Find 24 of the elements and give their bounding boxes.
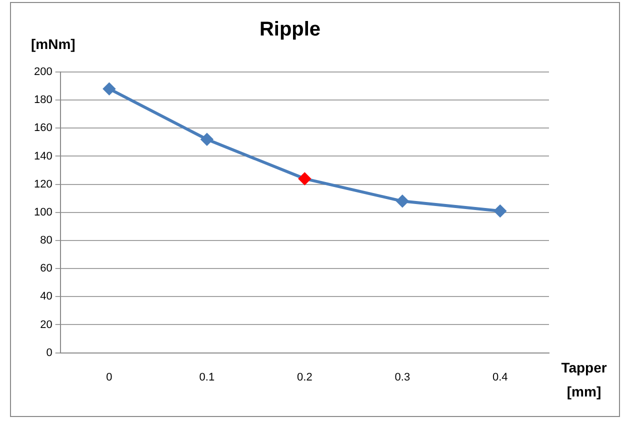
y-tick-label: 100 bbox=[34, 206, 52, 218]
point bbox=[103, 82, 116, 95]
y-tick-label: 140 bbox=[34, 150, 52, 162]
y-tick-label: 0 bbox=[46, 346, 52, 359]
x-tick-label: 0.2 bbox=[297, 371, 312, 384]
x-tick-label: 0.1 bbox=[199, 371, 215, 384]
point bbox=[494, 204, 506, 217]
y-axis-title: [mNm] bbox=[31, 36, 76, 52]
x-tick-label: 0.3 bbox=[394, 371, 410, 384]
y-tick-label: 200 bbox=[34, 66, 52, 78]
x-tick-label: 0.4 bbox=[492, 371, 508, 384]
point bbox=[200, 133, 213, 146]
y-tick-label: 160 bbox=[34, 122, 52, 134]
x-axis-title: Tapper [mm] bbox=[561, 360, 608, 400]
y-tick-label: 180 bbox=[34, 94, 52, 106]
y-tick-label: 60 bbox=[40, 262, 52, 275]
y-tick-label: 80 bbox=[40, 234, 52, 247]
x-tick-label: 0 bbox=[106, 371, 112, 384]
y-tick-label: 40 bbox=[40, 290, 52, 303]
point bbox=[298, 172, 311, 185]
chart-title: Ripple bbox=[259, 18, 321, 41]
y-tick-label: 120 bbox=[34, 178, 52, 190]
y-tick-label: 20 bbox=[40, 318, 52, 331]
point bbox=[396, 195, 408, 208]
